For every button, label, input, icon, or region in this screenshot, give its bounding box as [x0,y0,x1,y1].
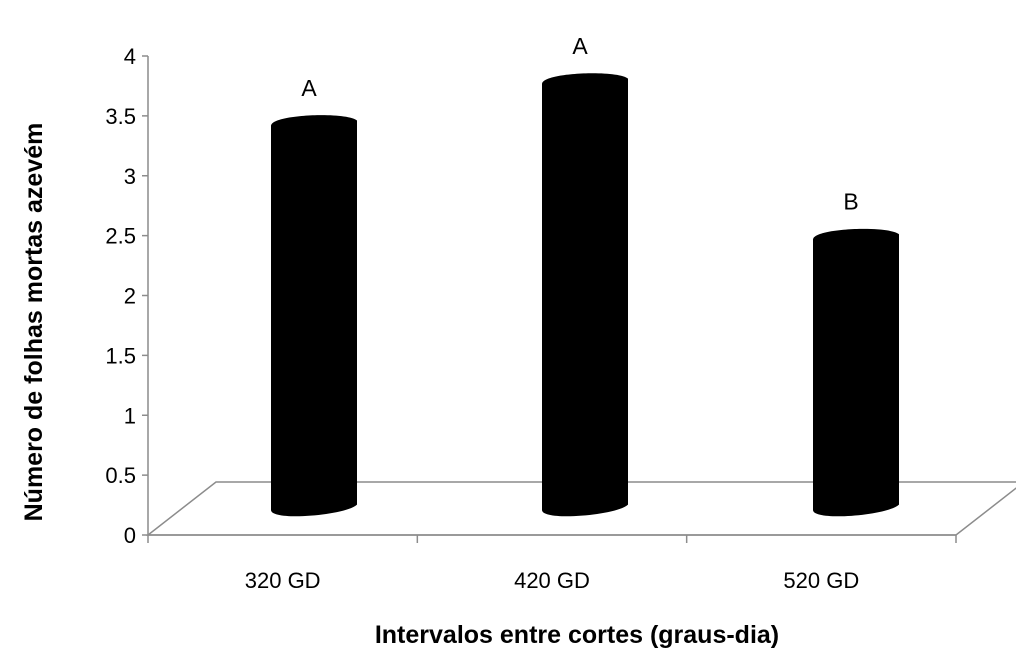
bar-420-gd [542,73,628,517]
y-tick-label: 1.5 [105,343,136,368]
y-tick-label: 2 [124,284,136,309]
x-tick-labels: 320 GD 420 GD 520 GD [147,535,957,593]
y-tick-label: 0.5 [105,463,136,488]
y-tick-label: 3 [124,164,136,189]
y-tick-label: 1 [124,403,136,428]
significance-labels: A A B [301,33,858,215]
y-tick-label: 2.5 [105,224,136,249]
y-axis-title: Número de folhas mortas azevém [20,123,48,522]
y-tick-label: 0 [124,523,136,548]
x-axis-title: Intervalos entre cortes (graus-dia) [375,621,779,649]
significance-label: A [301,75,317,101]
bar-320-gd [271,115,357,517]
x-tick-label: 420 GD [514,568,590,593]
y-tick-labels: 0 0.5 1 1.5 2 2.5 3 3.5 4 [105,44,148,548]
significance-label: B [843,189,858,215]
y-tick-label: 3.5 [105,104,136,129]
bars [271,73,899,517]
x-tick-label: 520 GD [783,568,859,593]
bar-520-gd [813,228,899,517]
x-tick-label: 320 GD [245,568,321,593]
y-tick-label: 4 [124,44,136,69]
significance-label: A [572,33,588,59]
